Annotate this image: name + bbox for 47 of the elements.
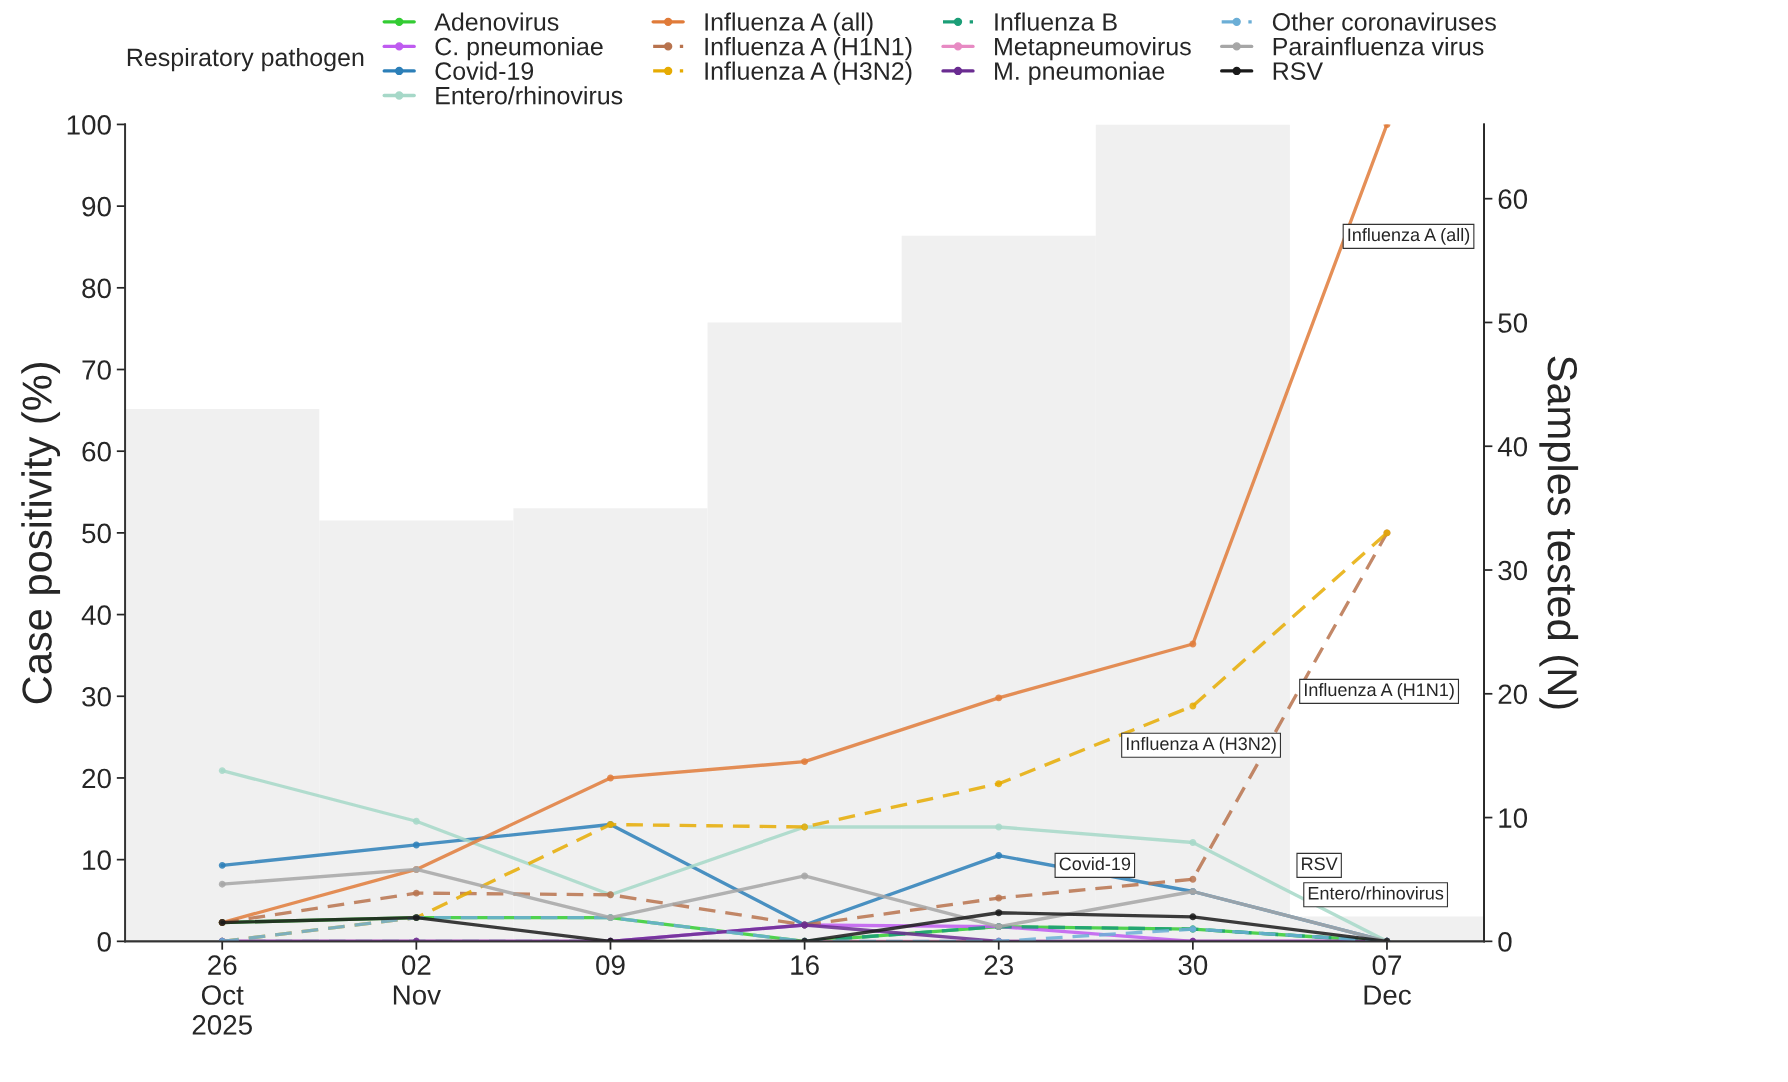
- y2-tick-label: 0: [1498, 932, 1512, 952]
- annotation: Entero/rhinovirus: [1308, 886, 1444, 900]
- y-tick-label: 40: [81, 605, 111, 625]
- y-tick-label: 30: [82, 686, 111, 707]
- annotation: Influenza A (H1N1): [1304, 682, 1454, 700]
- x-tick-label: 16: [791, 955, 819, 975]
- annotation: Influenza A (H3N2): [1126, 736, 1276, 754]
- x-tick-label: 07 Dec: [1364, 955, 1411, 1005]
- y2-tick-label: 50: [1498, 313, 1528, 333]
- y2-tick-label: 20: [1498, 684, 1528, 705]
- annotation: Influenza A (all): [1348, 227, 1470, 245]
- y-tick-label: 100: [67, 115, 111, 135]
- annotation: Covid-19: [1059, 856, 1131, 871]
- legend-label: Covid-19: [435, 61, 534, 80]
- x-tick-label: 26 Oct 2025: [192, 955, 252, 1035]
- legend-label: Adenovirus: [434, 12, 559, 31]
- legend-title: Respiratory pathogen: [127, 47, 364, 72]
- legend-label: Other coronaviruses: [1272, 12, 1496, 31]
- y2-tick-label: 60: [1498, 189, 1528, 210]
- legend-label: Influenza A (H3N2): [705, 61, 912, 85]
- legend-label: M. pneumoniae: [995, 61, 1165, 85]
- y2-tick-label: 30: [1498, 560, 1528, 581]
- legend-label: Metapneumovirus: [995, 37, 1191, 61]
- y2-axis-title: Samples tested (N): [1539, 356, 1579, 709]
- legend-label: RSV: [1273, 62, 1323, 80]
- x-tick-label: 02 Nov: [393, 955, 441, 1005]
- legend-label: Entero/rhinovirus: [436, 86, 623, 105]
- y-axis-title: Case positivity (%): [21, 362, 61, 704]
- y2-tick-label: 10: [1499, 808, 1528, 828]
- legend-label: Parainfluenza virus: [1273, 37, 1484, 56]
- legend-label: C. pneumoniae: [435, 37, 603, 61]
- legend-label: Influenza B: [995, 12, 1117, 31]
- y-tick-label: 70: [82, 360, 111, 380]
- y-tick-label: 10: [83, 850, 111, 870]
- annotation: RSV: [1302, 857, 1338, 871]
- y2-tick-label: 40: [1497, 436, 1528, 457]
- y-tick-label: 20: [82, 768, 111, 789]
- x-tick-label: 09: [596, 955, 625, 975]
- y-tick-label: 50: [82, 523, 111, 544]
- legend-label: Influenza A (all): [705, 12, 873, 36]
- y-tick-label: 60: [82, 441, 111, 462]
- x-tick-label: 23: [984, 955, 1013, 975]
- y-tick-label: 0: [97, 932, 111, 952]
- legend-label: Influenza A (H1N1): [705, 37, 912, 61]
- x-tick-label: 30: [1178, 955, 1208, 975]
- y-tick-label: 80: [82, 278, 111, 299]
- y-tick-label: 90: [82, 196, 111, 217]
